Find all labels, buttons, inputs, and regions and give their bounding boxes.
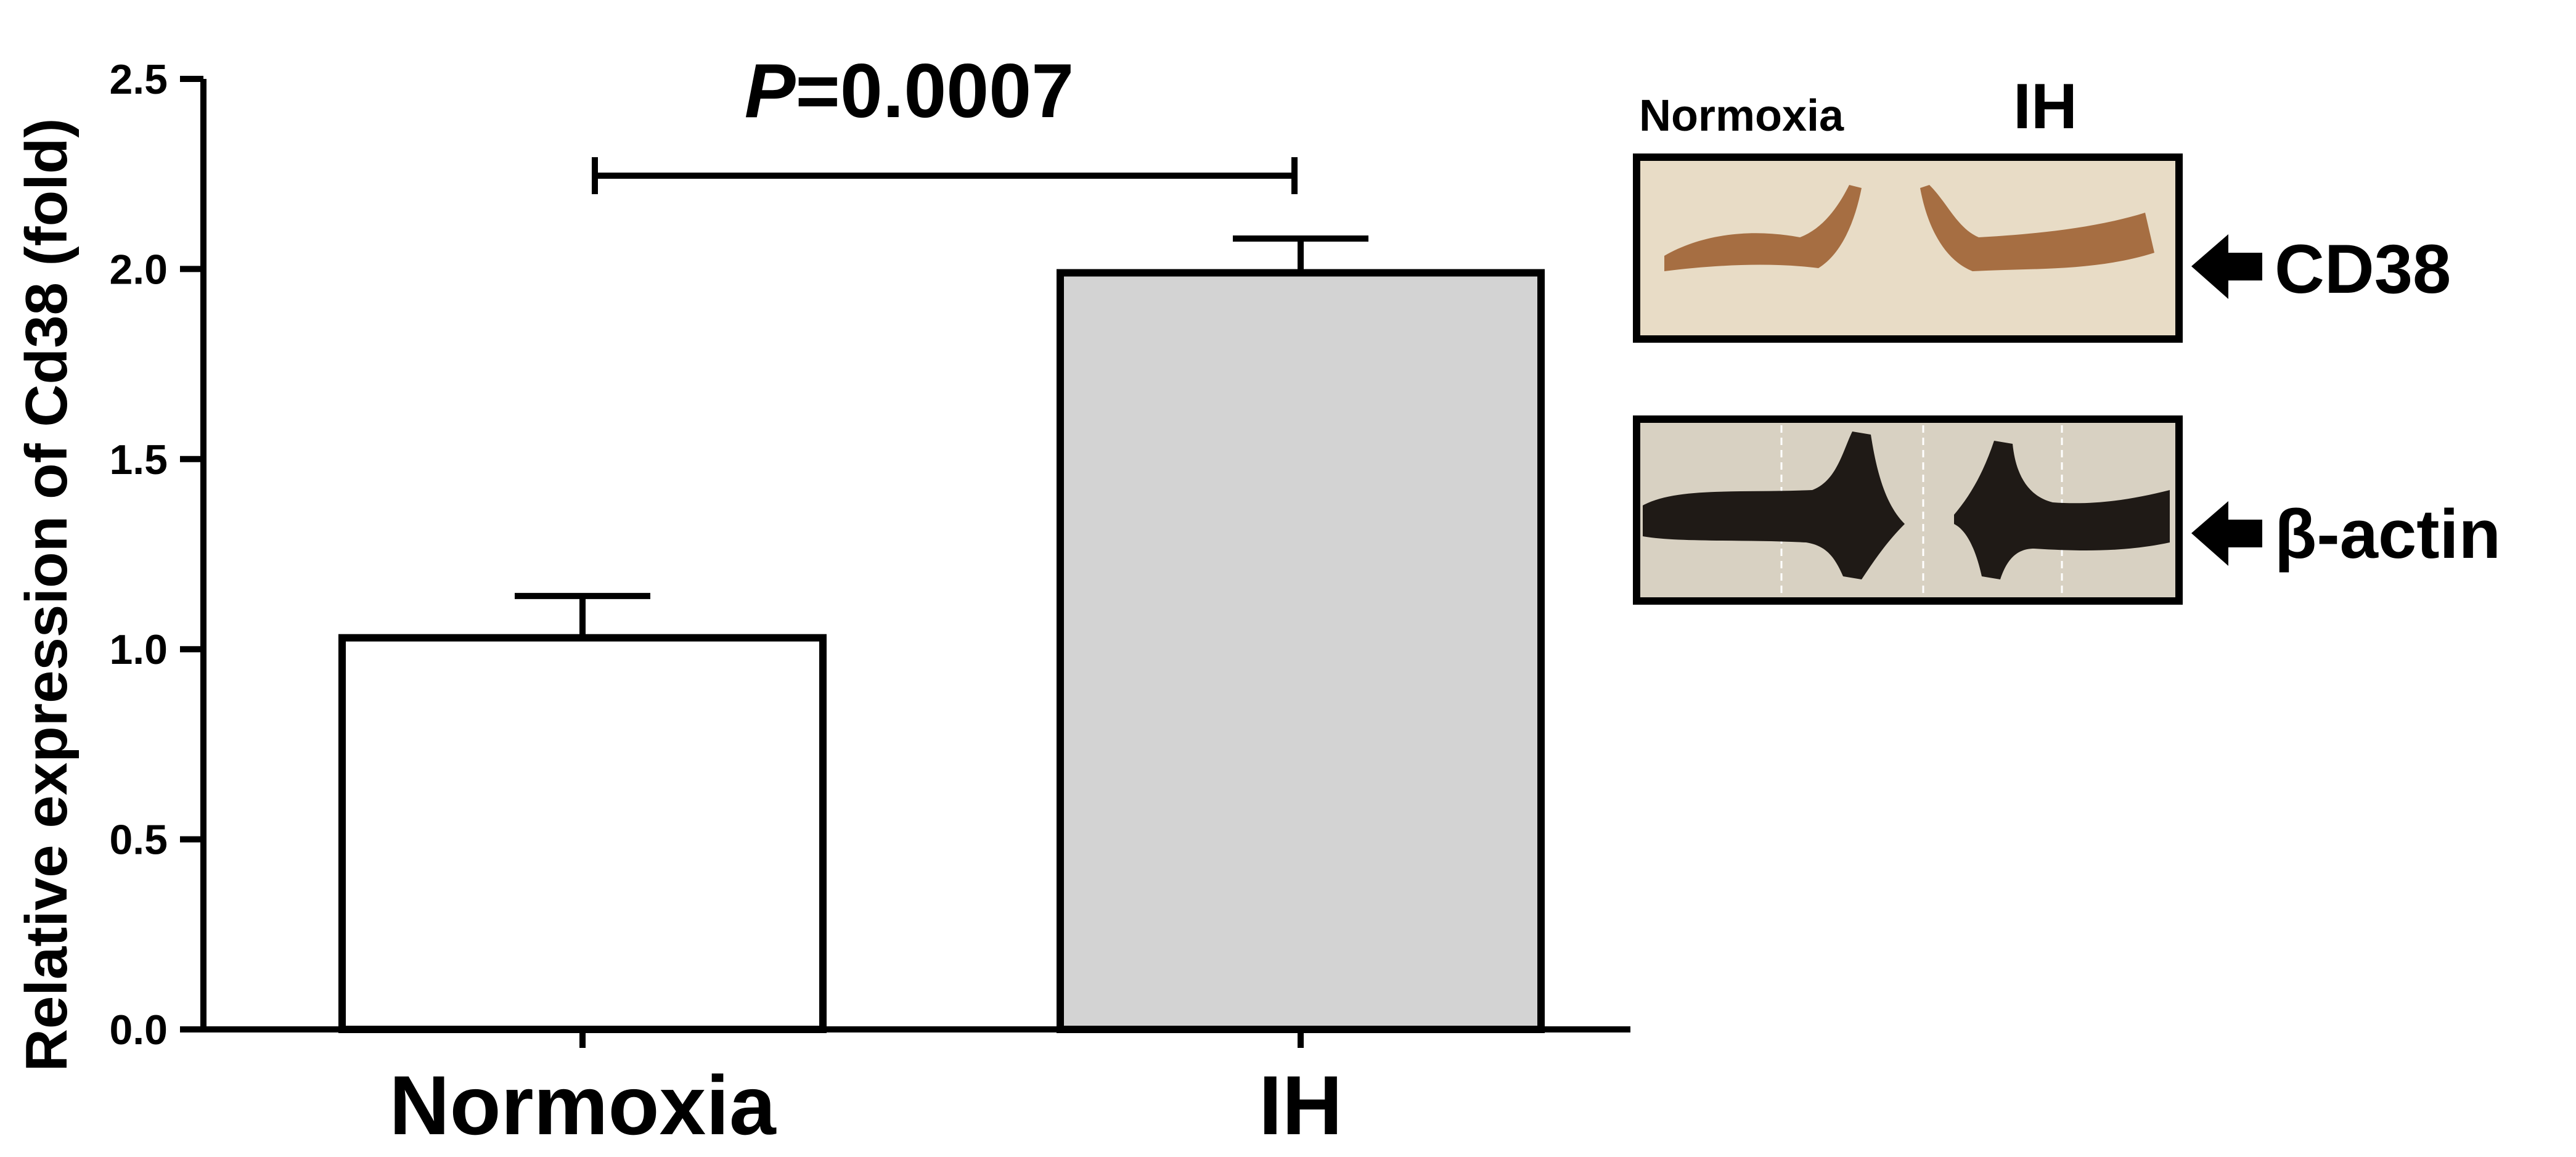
x-tick-label: IH xyxy=(1259,1058,1343,1152)
y-ticks: 0.0 0.5 1.0 1.5 2.0 2.5 xyxy=(109,56,203,1053)
arrow-left-icon xyxy=(2191,501,2262,566)
blot-panel-cd38-border xyxy=(1633,153,2183,343)
bars xyxy=(338,235,1545,1034)
y-tick-label: 2.5 xyxy=(109,56,168,103)
blot-panel-beta-actin-border xyxy=(1633,415,2183,605)
significance-bracket xyxy=(592,157,1298,194)
arrow-left-icon xyxy=(2191,234,2262,299)
y-tick-label: 1.5 xyxy=(109,436,168,483)
bar-normoxia xyxy=(338,634,827,1034)
y-tick-label: 0.0 xyxy=(109,1007,168,1053)
y-axis-label: Relative expression of Cd38 (fold) xyxy=(14,118,80,1071)
y-tick-label: 2.0 xyxy=(109,246,168,293)
blot-band-cd38-ih xyxy=(1920,185,2154,271)
blot-lane-label-normoxia: Normoxia xyxy=(1639,91,1844,141)
p-value-text: =0.0007 xyxy=(796,49,1074,134)
blot-band-label-cd38: CD38 xyxy=(2275,231,2451,308)
y-tick-label: 0.5 xyxy=(109,817,168,864)
blot-panel-cd38 xyxy=(1633,153,2183,343)
western-blot-inset: Normoxia IH CD38 β-actin xyxy=(1633,71,2501,605)
x-tick-labels: Normoxia IH xyxy=(389,1029,1343,1152)
blot-band-beta-actin-ih xyxy=(1954,441,2170,579)
blot-band-beta-actin-normoxia xyxy=(1643,431,1905,579)
blot-lane-label-ih: IH xyxy=(2013,71,2077,142)
blot-band-cd38-normoxia xyxy=(1664,185,1862,271)
blot-panel-beta-actin xyxy=(1633,415,2183,605)
bar-ih xyxy=(1057,269,1545,1033)
p-value-label: P=0.0007 xyxy=(745,49,1074,134)
y-tick-label: 1.0 xyxy=(109,626,168,673)
p-value-prefix: P xyxy=(745,49,796,134)
blot-band-label-beta-actin: β-actin xyxy=(2275,496,2501,573)
x-tick-label: Normoxia xyxy=(389,1058,777,1152)
